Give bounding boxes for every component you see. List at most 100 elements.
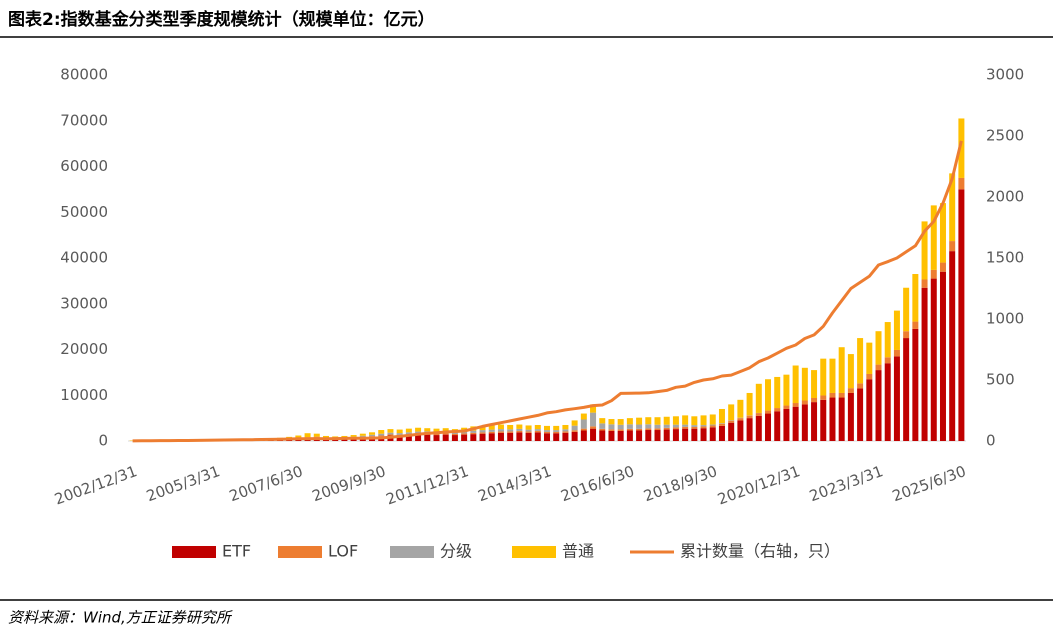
bar-segment bbox=[939, 271, 946, 441]
bar-segment bbox=[857, 338, 864, 384]
bar-segment bbox=[571, 425, 578, 431]
bar-segment bbox=[672, 429, 679, 441]
bar-segment bbox=[829, 397, 836, 441]
bar-segment bbox=[341, 435, 348, 438]
bar-segment bbox=[497, 431, 504, 433]
bar-segment bbox=[654, 430, 661, 441]
bar-segment bbox=[516, 424, 523, 429]
bar-segment bbox=[718, 423, 725, 424]
bar-segment bbox=[737, 399, 744, 418]
bar-segment bbox=[958, 189, 965, 441]
bar-segment bbox=[636, 424, 643, 429]
bar-segment bbox=[949, 251, 956, 441]
bar-segment bbox=[912, 274, 919, 322]
x-tick-label: 2005/3/31 bbox=[144, 462, 222, 505]
bar-segment bbox=[544, 425, 550, 431]
bar-segment bbox=[709, 425, 716, 428]
bar-segment bbox=[525, 425, 532, 430]
bar-segment bbox=[617, 424, 624, 430]
bar-segment bbox=[921, 279, 928, 288]
bar-segment bbox=[774, 408, 781, 412]
bar-segment bbox=[516, 430, 523, 433]
bar-segment bbox=[580, 413, 587, 420]
bar-segment bbox=[829, 392, 836, 398]
legend-label: 分级 bbox=[440, 542, 472, 561]
bar-segment bbox=[801, 367, 808, 401]
bar-segment bbox=[378, 435, 385, 437]
bar-segment bbox=[608, 430, 615, 441]
legend-swatch bbox=[512, 546, 556, 558]
bar-segment bbox=[663, 416, 670, 425]
bar-segment bbox=[507, 424, 514, 430]
x-tick-label: 2018/9/30 bbox=[641, 462, 719, 505]
bar-segment bbox=[645, 430, 652, 441]
bar-segment bbox=[497, 429, 504, 432]
bar-segment bbox=[654, 428, 661, 431]
bar-segment bbox=[682, 428, 689, 441]
bar-segment bbox=[801, 404, 808, 441]
bar-segment bbox=[645, 428, 652, 431]
bar-segment bbox=[571, 431, 578, 441]
bar-segment bbox=[820, 358, 827, 396]
bar-segment bbox=[700, 426, 707, 429]
bar-segment bbox=[470, 434, 477, 441]
bar-segment bbox=[415, 427, 422, 432]
legend-swatch bbox=[278, 546, 322, 558]
bar-segment bbox=[451, 435, 458, 441]
bar-segment bbox=[884, 357, 891, 364]
bar-segment bbox=[608, 424, 615, 430]
bar-segment bbox=[663, 424, 670, 428]
bar-segment bbox=[553, 425, 560, 431]
chart-title: 图表2:指数基金分类型季度规模统计（规模单位：亿元） bbox=[8, 9, 435, 30]
x-tick-label: 2002/12/31 bbox=[52, 462, 139, 508]
bar-segment bbox=[838, 347, 845, 393]
bar-segment bbox=[451, 432, 458, 435]
y2-tick-label: 2000 bbox=[986, 188, 1024, 206]
bar-segment bbox=[893, 349, 900, 357]
bar-segment bbox=[507, 431, 514, 433]
bar-segment bbox=[516, 432, 523, 441]
bar-segment bbox=[691, 428, 698, 441]
bar-segment bbox=[553, 431, 560, 434]
x-tick-label: 2009/9/30 bbox=[310, 462, 388, 505]
bar-segment bbox=[433, 428, 440, 432]
bar-segment bbox=[737, 420, 744, 441]
bar-segment bbox=[451, 434, 458, 436]
bar-segment bbox=[608, 419, 615, 425]
bar-segment bbox=[590, 426, 597, 429]
x-tick-label: 2020/12/31 bbox=[715, 462, 802, 508]
bar-segment bbox=[433, 435, 440, 441]
bar-segment bbox=[396, 429, 403, 434]
bar-segment bbox=[866, 373, 873, 380]
y2-tick-label: 1000 bbox=[986, 310, 1024, 328]
bar-segment bbox=[608, 429, 615, 431]
bar-segment bbox=[479, 432, 486, 434]
x-tick-label: 2025/6/30 bbox=[890, 462, 968, 505]
bar-segment bbox=[369, 434, 376, 437]
bar-segment bbox=[682, 424, 689, 427]
y2-tick-label: 2500 bbox=[986, 127, 1024, 145]
bar-segment bbox=[746, 392, 753, 416]
bar-segment bbox=[811, 397, 818, 403]
bar-segment bbox=[479, 425, 486, 431]
bar-segment bbox=[755, 413, 762, 416]
bar-segment bbox=[396, 433, 403, 435]
bar-segment bbox=[930, 269, 937, 279]
y-tick-label: 60000 bbox=[60, 157, 108, 175]
legend-label: 普通 bbox=[562, 542, 594, 561]
bar-segment bbox=[718, 408, 725, 424]
bar-segment bbox=[479, 430, 486, 433]
source-note: 资料来源：Wind,方正证券研究所 bbox=[8, 609, 233, 627]
bar-segment bbox=[893, 310, 900, 350]
bar-segment bbox=[534, 430, 541, 433]
bar-segment bbox=[617, 429, 624, 431]
bar-segment bbox=[442, 433, 449, 435]
bar-segment bbox=[626, 430, 633, 441]
bar-segment bbox=[562, 431, 569, 433]
bar-segment bbox=[792, 365, 799, 404]
bar-segment bbox=[415, 431, 422, 434]
bar-segment bbox=[488, 429, 495, 432]
bar-segment bbox=[424, 434, 431, 441]
bar-segment bbox=[672, 416, 679, 425]
bar-segment bbox=[470, 432, 477, 435]
